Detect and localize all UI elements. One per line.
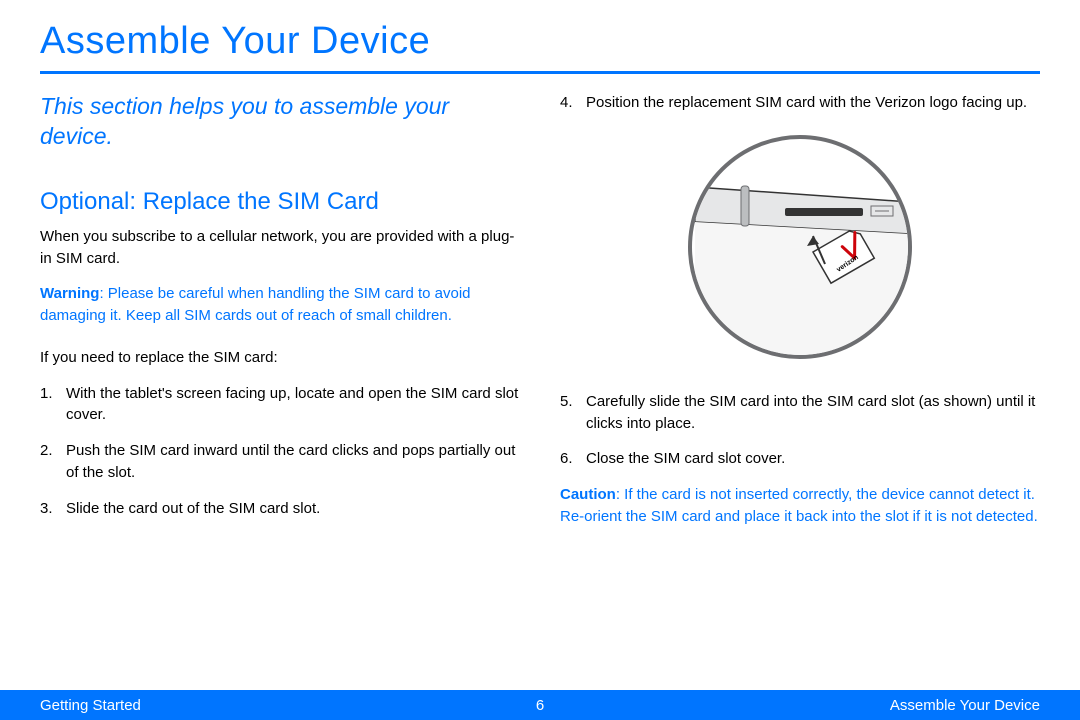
content-columns: This section helps you to assemble your … <box>40 92 1040 548</box>
device-screen <box>695 222 910 362</box>
warning-label: Warning <box>40 285 99 302</box>
left-column: This section helps you to assemble your … <box>40 92 520 548</box>
step-1: With the tablet's screen facing up, loca… <box>40 383 520 427</box>
steps-right-top: Position the replacement SIM card with t… <box>560 92 1040 114</box>
caution-label: Caution <box>560 486 616 503</box>
sim-diagram: verizon <box>560 132 1040 367</box>
right-column: Position the replacement SIM card with t… <box>560 92 1040 548</box>
footer-left: Getting Started <box>40 697 141 714</box>
footer-right: Assemble Your Device <box>890 697 1040 714</box>
step-5: Carefully slide the SIM card into the SI… <box>560 391 1040 435</box>
section-intro: This section helps you to assemble your … <box>40 92 520 152</box>
steps-right-bottom: Carefully slide the SIM card into the SI… <box>560 391 1040 470</box>
sim-slot <box>785 208 863 216</box>
warning-text: Warning: Please be careful when handling… <box>40 283 520 327</box>
step-2: Push the SIM card inward until the card … <box>40 440 520 484</box>
footer-page-number: 6 <box>536 697 544 714</box>
step-4: Position the replacement SIM card with t… <box>560 92 1040 114</box>
title-divider <box>40 71 1040 74</box>
caution-body: : If the card is not inserted correctly,… <box>560 486 1038 525</box>
section-heading: Optional: Replace the SIM Card <box>40 188 520 216</box>
step-3: Slide the card out of the SIM card slot. <box>40 498 520 520</box>
steps-left: With the tablet's screen facing up, loca… <box>40 383 520 520</box>
replace-lead: If you need to replace the SIM card: <box>40 347 520 369</box>
slot-cover <box>741 186 749 226</box>
sim-diagram-svg: verizon <box>685 132 915 362</box>
caution-text: Caution: If the card is not inserted cor… <box>560 484 1040 528</box>
page-title: Assemble Your Device <box>40 20 1040 63</box>
warning-body: : Please be careful when handling the SI… <box>40 285 471 324</box>
intro-body: When you subscribe to a cellular network… <box>40 226 520 270</box>
page-footer: Getting Started 6 Assemble Your Device <box>0 690 1080 720</box>
step-6: Close the SIM card slot cover. <box>560 448 1040 470</box>
